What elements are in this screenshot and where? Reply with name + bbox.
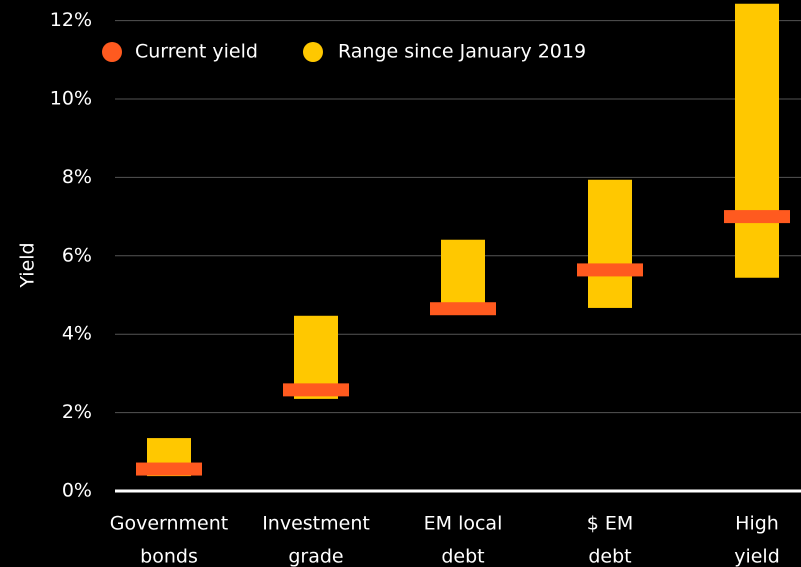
range-bar: [735, 3, 779, 278]
y-tick-label: 10%: [50, 88, 92, 110]
range-bar: [441, 239, 485, 311]
legend-swatch: [303, 42, 323, 62]
range-bar: [588, 179, 632, 308]
x-tick-label: bonds: [140, 546, 198, 567]
current-yield-marker: [577, 263, 643, 277]
current-yield-marker: [430, 302, 496, 316]
current-yield-marker: [136, 462, 202, 476]
y-tick-label: 2%: [62, 401, 92, 423]
legend-swatch: [102, 42, 122, 62]
x-tick-label: yield: [734, 546, 780, 567]
y-tick-label: 12%: [50, 9, 92, 31]
x-tick-label: High: [735, 513, 779, 535]
y-tick-label: 0%: [62, 480, 92, 502]
x-tick-label: Government: [110, 513, 229, 535]
current-yield-marker: [283, 383, 349, 397]
x-tick-label: debt: [588, 546, 631, 567]
x-tick-label: Investment: [262, 513, 370, 535]
x-tick-label: EM local: [424, 513, 503, 535]
legend-label: Current yield: [135, 41, 258, 63]
legend-label: Range since January 2019: [338, 41, 586, 63]
current-yield-marker: [724, 210, 790, 224]
x-tick-label: debt: [441, 546, 484, 567]
y-tick-label: 4%: [62, 323, 92, 345]
y-tick-label: 8%: [62, 166, 92, 188]
x-tick-label: grade: [288, 546, 343, 567]
y-tick-label: 6%: [62, 244, 92, 266]
y-axis-label: Yield: [17, 242, 39, 288]
x-tick-label: $ EM: [587, 513, 634, 535]
